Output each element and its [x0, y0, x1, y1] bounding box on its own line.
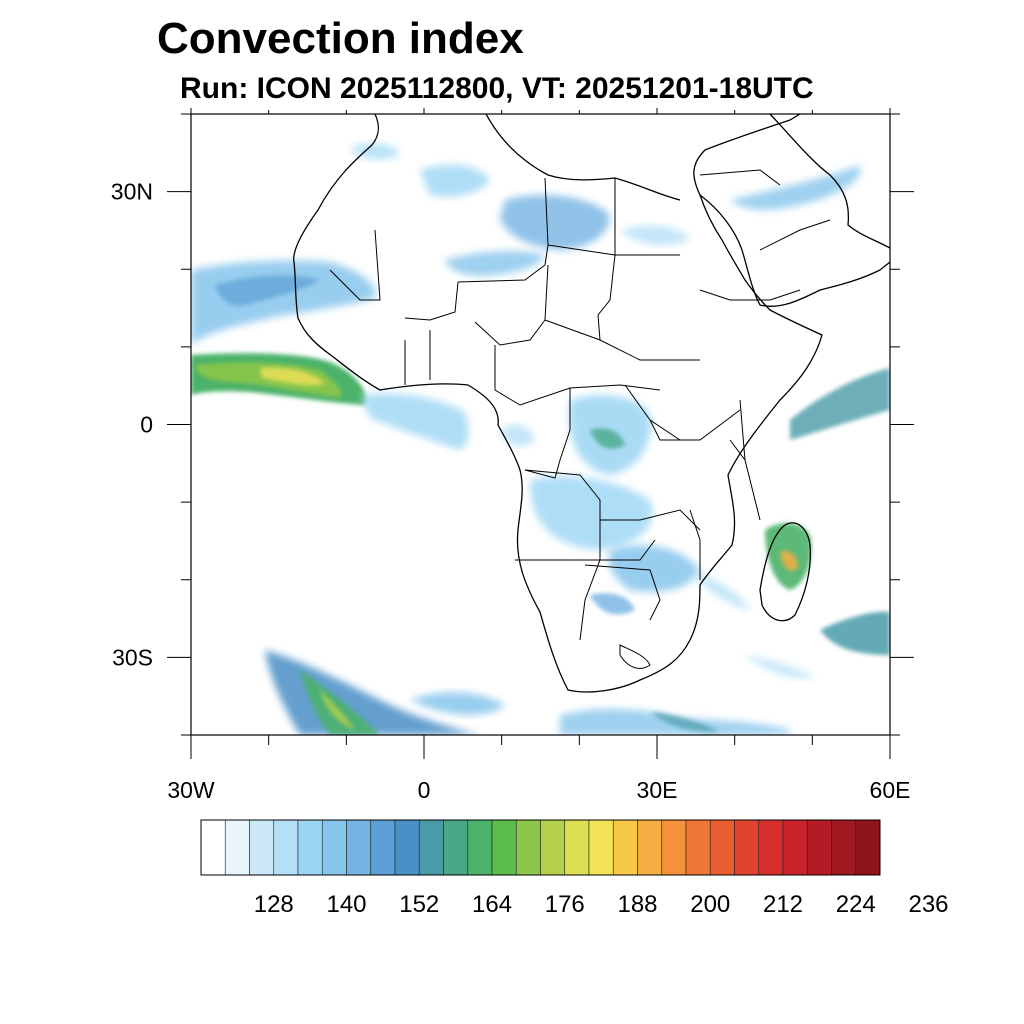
colorbar-swatch	[758, 819, 784, 876]
colorbar-swatch	[346, 819, 372, 876]
colorbar-swatch	[273, 819, 299, 876]
y-tick-label: 30N	[111, 179, 153, 205]
colorbar-swatch	[491, 819, 517, 876]
colorbar-swatch	[661, 819, 687, 876]
colorbar-label: 128	[254, 891, 294, 918]
colorbar-swatch	[418, 819, 444, 876]
colorbar-label: 200	[690, 891, 730, 918]
colorbar-swatch	[297, 819, 323, 876]
colorbar-swatch	[855, 819, 881, 876]
convection-field	[191, 143, 890, 735]
colorbar-swatch	[370, 819, 396, 876]
colorbar-swatch	[588, 819, 614, 876]
colorbar-swatch	[321, 819, 347, 876]
colorbar-swatch	[224, 819, 250, 876]
coastlines	[293, 114, 890, 693]
x-tick-label: 0	[418, 777, 431, 803]
colorbar-swatch	[540, 819, 566, 876]
y-tick-label: 0	[140, 412, 153, 438]
colorbar: 128 140 152 164 176 188 200 212 224 236	[200, 819, 949, 918]
colorbar-swatch	[831, 819, 857, 876]
colorbar-label: 188	[617, 891, 657, 918]
colorbar-label: 164	[472, 891, 512, 918]
colorbar-swatch	[394, 819, 420, 876]
colorbar-swatch	[709, 819, 735, 876]
map-axes: 30W 0 30E 60E 30N 0 30S	[111, 108, 914, 803]
x-tick-label: 30E	[637, 777, 678, 803]
colorbar-swatch	[806, 819, 832, 876]
colorbar-label: 212	[763, 891, 803, 918]
colorbar-swatch	[637, 819, 663, 876]
map-subtitle: Run: ICON 2025112800, VT: 20251201-18UTC	[180, 72, 814, 105]
colorbar-swatch	[734, 819, 760, 876]
colorbar-swatch	[443, 819, 469, 876]
colorbar-swatch	[685, 819, 711, 876]
colorbar-label: 224	[836, 891, 876, 918]
colorbar-frame	[200, 819, 881, 876]
colorbar-swatch	[782, 819, 808, 876]
map-title: Convection index	[157, 14, 524, 63]
country-borders	[329, 169, 831, 669]
y-tick-label: 30S	[112, 644, 153, 670]
x-tick-label: 30W	[167, 777, 215, 803]
colorbar-label: 236	[908, 891, 948, 918]
x-tick-label: 60E	[870, 777, 911, 803]
colorbar-label: 176	[545, 891, 585, 918]
colorbar-swatch	[612, 819, 638, 876]
colorbar-label: 152	[399, 891, 439, 918]
colorbar-swatch	[515, 819, 541, 876]
colorbar-swatch	[467, 819, 493, 876]
colorbar-swatch	[200, 819, 226, 876]
colorbar-swatch	[249, 819, 275, 876]
colorbar-label: 140	[326, 891, 366, 918]
colorbar-swatch	[564, 819, 590, 876]
